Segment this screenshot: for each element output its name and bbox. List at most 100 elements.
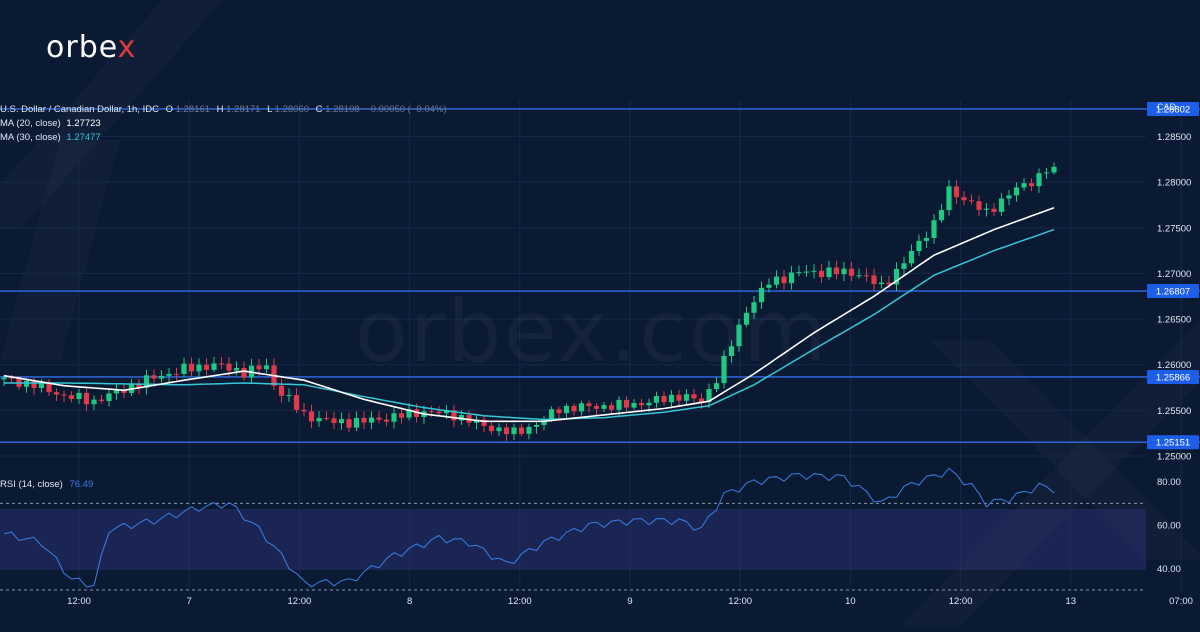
symbol-name: U.S. Dollar / Canadian Dollar, 1h, IDC bbox=[0, 104, 159, 115]
candle-body bbox=[646, 402, 652, 406]
candle-body bbox=[826, 267, 832, 278]
candle-body bbox=[863, 275, 870, 277]
low-label: L bbox=[267, 104, 273, 115]
candle-body bbox=[856, 275, 862, 277]
candle-body bbox=[1028, 183, 1035, 187]
candle-body bbox=[53, 392, 60, 395]
candle-body bbox=[976, 201, 982, 210]
candle-body bbox=[961, 197, 967, 201]
x-tick-label: 9 bbox=[627, 596, 632, 607]
candle-body bbox=[893, 268, 900, 285]
candle-body bbox=[908, 250, 915, 264]
candle-body bbox=[578, 403, 585, 412]
candle-body bbox=[781, 276, 787, 284]
candle-body bbox=[173, 373, 180, 375]
candle-body bbox=[308, 411, 315, 422]
candle-body bbox=[623, 399, 630, 408]
candle-body bbox=[533, 424, 540, 427]
rsi-legend[interactable]: RSI (14, close) 76.49 bbox=[0, 479, 93, 490]
candle-body bbox=[526, 426, 532, 434]
candle-body bbox=[758, 287, 765, 303]
level-tag bbox=[1147, 101, 1199, 116]
candle-body bbox=[736, 324, 742, 347]
candle-body bbox=[871, 275, 877, 285]
candle-body bbox=[256, 365, 262, 370]
candle-body bbox=[226, 363, 232, 371]
candle-body bbox=[601, 405, 607, 409]
open-label: O bbox=[165, 104, 173, 115]
candle-body bbox=[346, 419, 352, 428]
candle-body bbox=[383, 419, 390, 422]
candle-body bbox=[946, 186, 952, 211]
rsi-tick-label: 80.00 bbox=[1157, 477, 1181, 488]
candle-body bbox=[661, 396, 667, 403]
candle-body bbox=[923, 238, 930, 241]
candle-body bbox=[728, 346, 735, 357]
candle-body bbox=[503, 427, 510, 435]
candle-body bbox=[398, 413, 405, 418]
rsi-label: RSI (14, close) bbox=[0, 479, 63, 490]
x-tick-label: 10 bbox=[845, 596, 856, 607]
x-tick-label: 7 bbox=[187, 596, 192, 607]
level-tag-label: 1.26807 bbox=[1156, 287, 1190, 298]
x-tick-label: 13 bbox=[1066, 596, 1077, 607]
candle-body bbox=[218, 363, 225, 365]
candle-body bbox=[916, 240, 922, 251]
candle-body bbox=[818, 270, 825, 278]
rsi-tick-label: 60.00 bbox=[1157, 521, 1181, 532]
candle-body bbox=[803, 271, 810, 273]
ma20-legend[interactable]: MA (20, close) 1.27723 bbox=[0, 118, 101, 129]
candle-body bbox=[848, 268, 855, 276]
candle-body bbox=[151, 375, 157, 379]
ma20-line bbox=[3, 206, 1055, 423]
candle-body bbox=[886, 282, 892, 285]
candle-body bbox=[811, 270, 817, 272]
candle-body bbox=[1006, 195, 1012, 199]
ma20-value: 1.27723 bbox=[66, 118, 101, 129]
x-tick-label: 07:00 bbox=[1169, 596, 1193, 607]
candle-body bbox=[676, 394, 682, 401]
candle-body bbox=[136, 384, 142, 388]
ma30-legend[interactable]: MA (30, close) 1.27477 bbox=[0, 132, 101, 143]
rsi-line bbox=[3, 467, 1055, 588]
candle-body bbox=[878, 282, 885, 285]
candle-body bbox=[833, 267, 840, 275]
x-tick-label: 12:00 bbox=[67, 596, 91, 607]
candle-body bbox=[698, 398, 705, 403]
candle-body bbox=[766, 284, 772, 288]
candle-body bbox=[451, 410, 457, 421]
candle-body bbox=[211, 363, 217, 370]
y-tick-label: 1.27000 bbox=[1157, 269, 1191, 280]
candle-body bbox=[376, 417, 382, 420]
candle-body bbox=[353, 417, 360, 428]
candle-body bbox=[983, 208, 990, 210]
candle-body bbox=[301, 409, 307, 412]
y-tick-label: 1.26500 bbox=[1157, 315, 1191, 326]
candle-body bbox=[743, 312, 750, 325]
candle-body bbox=[106, 393, 112, 402]
candle-body bbox=[391, 413, 397, 422]
candle-body bbox=[31, 380, 37, 388]
level-tag-label: 1.25151 bbox=[1156, 438, 1190, 449]
candle-body bbox=[788, 272, 795, 284]
currency-label: CAD bbox=[1157, 102, 1177, 112]
level-tag bbox=[1147, 369, 1199, 384]
candle-body bbox=[991, 208, 997, 212]
watermark: orbex.com bbox=[355, 282, 829, 382]
symbol-legend[interactable]: U.S. Dollar / Canadian Dollar, 1h, IDC O… bbox=[0, 104, 447, 115]
level-tag bbox=[1147, 435, 1199, 450]
ma20-label: MA (20, close) bbox=[0, 118, 61, 129]
candle-body bbox=[901, 263, 907, 269]
candle-body bbox=[548, 409, 555, 419]
candle-body bbox=[361, 417, 367, 423]
candle-body bbox=[653, 396, 660, 403]
candle-body bbox=[841, 268, 847, 275]
candle-body bbox=[1051, 166, 1057, 173]
candle-body bbox=[773, 276, 780, 285]
candle-body bbox=[98, 399, 105, 402]
candle-body bbox=[338, 419, 345, 424]
candle-body bbox=[968, 200, 975, 202]
candle-body bbox=[496, 427, 502, 432]
candle-body bbox=[166, 373, 172, 376]
